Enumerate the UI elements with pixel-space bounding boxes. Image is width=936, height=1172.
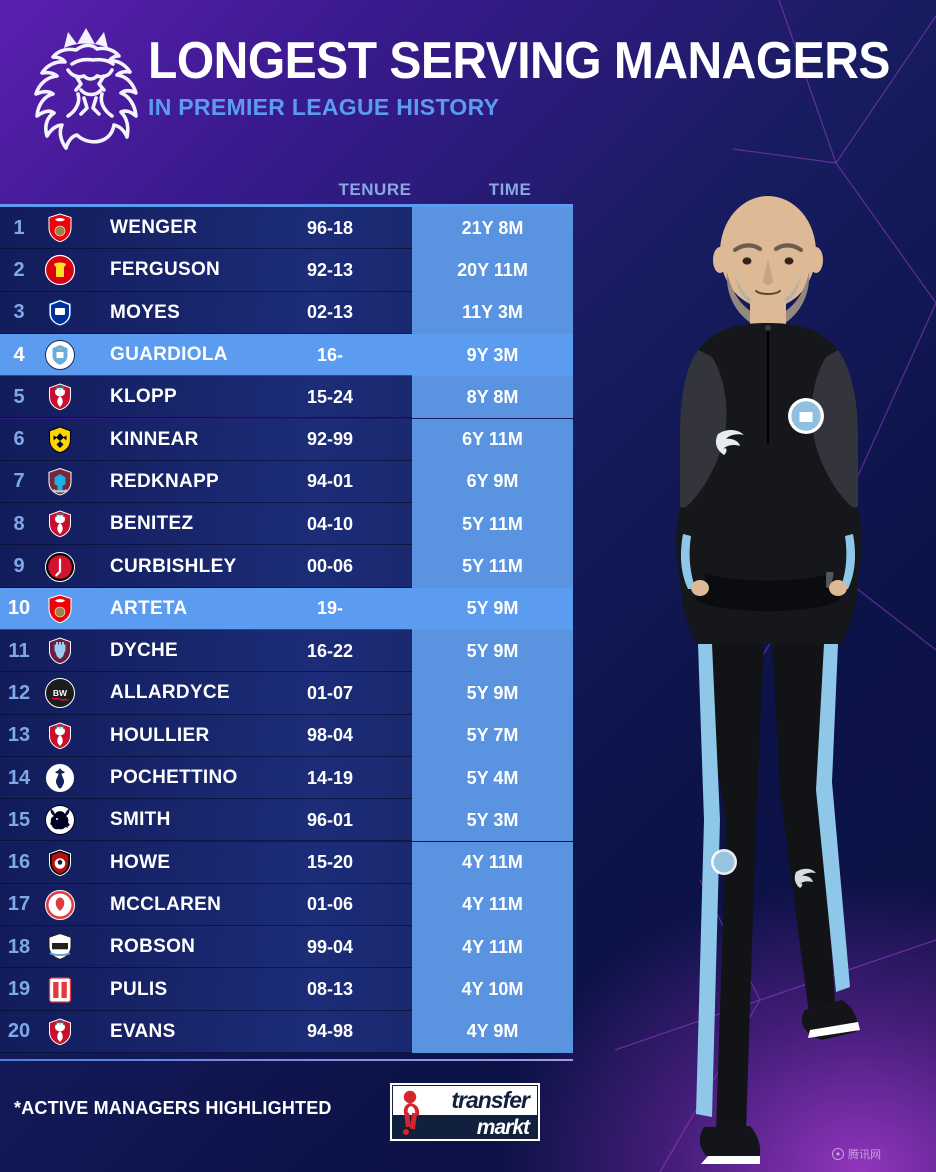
svg-text:BW: BW (53, 688, 68, 698)
